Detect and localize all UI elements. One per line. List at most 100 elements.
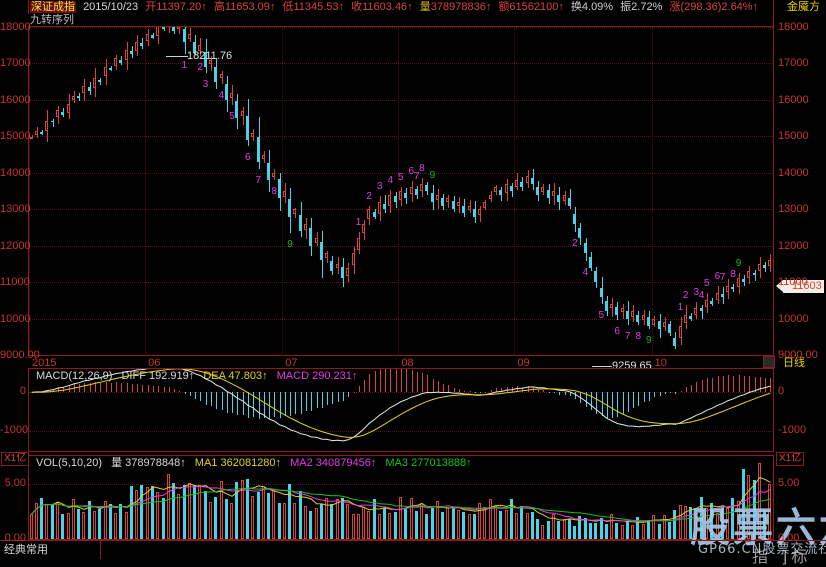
- candle-body[interactable]: [367, 209, 371, 219]
- tab-classic-common[interactable]: 经典常用: [4, 544, 48, 556]
- candle-body[interactable]: [631, 311, 635, 317]
- candle-body[interactable]: [262, 154, 266, 160]
- candle-body[interactable]: [56, 110, 60, 118]
- candle-body[interactable]: [658, 320, 662, 330]
- candle-body[interactable]: [293, 209, 297, 215]
- candle-body[interactable]: [230, 92, 234, 98]
- candle-body[interactable]: [67, 103, 71, 113]
- candle-body[interactable]: [710, 301, 714, 304]
- candle-body[interactable]: [589, 256, 593, 268]
- candle-body[interactable]: [378, 201, 382, 214]
- candle-body[interactable]: [436, 194, 440, 201]
- candle-body[interactable]: [621, 307, 625, 313]
- candle-body[interactable]: [267, 162, 271, 181]
- candle-body[interactable]: [605, 301, 609, 312]
- candle-body[interactable]: [130, 50, 134, 55]
- candle-body[interactable]: [689, 315, 693, 319]
- candle-body[interactable]: [235, 100, 239, 119]
- candle-body[interactable]: [568, 198, 572, 206]
- candle-body[interactable]: [98, 79, 102, 83]
- candle-body[interactable]: [753, 272, 757, 275]
- candle-body[interactable]: [462, 206, 466, 213]
- candle-body[interactable]: [578, 227, 582, 239]
- candle-body[interactable]: [383, 204, 387, 210]
- candle-body[interactable]: [135, 41, 139, 51]
- candle-body[interactable]: [541, 187, 545, 193]
- candle-body[interactable]: [119, 59, 123, 63]
- candle-body[interactable]: [716, 293, 720, 300]
- candle-body[interactable]: [388, 194, 392, 206]
- candle-body[interactable]: [721, 294, 725, 297]
- candle-body[interactable]: [600, 287, 604, 297]
- candle-body[interactable]: [425, 185, 429, 191]
- candle-body[interactable]: [526, 176, 530, 183]
- candle-body[interactable]: [679, 325, 683, 338]
- candle-body[interactable]: [40, 132, 44, 135]
- candle-body[interactable]: [246, 115, 250, 140]
- candle-body[interactable]: [668, 324, 672, 334]
- candle-body[interactable]: [404, 192, 408, 199]
- candle-body[interactable]: [272, 172, 276, 178]
- candle-body[interactable]: [177, 27, 181, 29]
- candle-body[interactable]: [452, 200, 456, 210]
- candle-body[interactable]: [536, 186, 540, 195]
- candle-body[interactable]: [763, 264, 767, 268]
- candle-body[interactable]: [325, 252, 329, 259]
- candle-body[interactable]: [446, 198, 450, 203]
- candle-body[interactable]: [346, 267, 350, 276]
- candle-body[interactable]: [51, 121, 55, 123]
- candle-body[interactable]: [510, 186, 514, 191]
- candle-body[interactable]: [483, 201, 487, 208]
- candle-body[interactable]: [362, 223, 366, 233]
- candle-body[interactable]: [520, 182, 524, 188]
- candle-body[interactable]: [684, 314, 688, 323]
- candle-body[interactable]: [320, 241, 324, 261]
- candle-body[interactable]: [663, 322, 667, 328]
- candle-body[interactable]: [636, 314, 640, 323]
- candle-body[interactable]: [114, 57, 118, 67]
- candle-body[interactable]: [552, 191, 556, 197]
- candle-body[interactable]: [82, 86, 86, 94]
- candle-body[interactable]: [225, 83, 229, 100]
- candle-body[interactable]: [109, 67, 113, 70]
- candle-body[interactable]: [283, 191, 287, 197]
- candle-body[interactable]: [241, 110, 245, 116]
- candle-body[interactable]: [694, 307, 698, 316]
- candle-body[interactable]: [515, 180, 519, 187]
- candle-body[interactable]: [415, 188, 419, 195]
- candle-body[interactable]: [88, 87, 92, 91]
- candle-body[interactable]: [731, 286, 735, 290]
- candle-body[interactable]: [499, 190, 503, 195]
- candle-body[interactable]: [104, 67, 108, 77]
- candle-body[interactable]: [146, 33, 150, 41]
- candle-body[interactable]: [304, 223, 308, 230]
- candle-body[interactable]: [399, 191, 403, 201]
- candle-body[interactable]: [473, 208, 477, 217]
- candle-body[interactable]: [140, 42, 144, 46]
- candle-body[interactable]: [489, 194, 493, 200]
- candle-body[interactable]: [563, 194, 567, 201]
- candle-body[interactable]: [505, 183, 509, 193]
- volume-plot-area[interactable]: [29, 456, 773, 539]
- candle-body[interactable]: [61, 111, 65, 116]
- candle-body[interactable]: [204, 51, 208, 68]
- candle-body[interactable]: [557, 195, 561, 202]
- candle-body[interactable]: [747, 271, 751, 278]
- symbol-name[interactable]: 深证成指: [30, 1, 76, 13]
- candle-body[interactable]: [610, 303, 614, 309]
- horizontal-scroll-thumb[interactable]: [763, 356, 775, 368]
- candle-body[interactable]: [188, 34, 192, 39]
- candle-body[interactable]: [257, 137, 261, 162]
- candle-body[interactable]: [531, 177, 535, 184]
- candle-body[interactable]: [457, 201, 461, 207]
- candle-body[interactable]: [341, 267, 345, 279]
- candle-body[interactable]: [652, 318, 656, 325]
- period-label[interactable]: 日线: [783, 357, 805, 369]
- candle-body[interactable]: [431, 193, 435, 202]
- candle-body[interactable]: [198, 45, 202, 51]
- candle-body[interactable]: [214, 67, 218, 82]
- candle-body[interactable]: [352, 252, 356, 266]
- candle-body[interactable]: [705, 300, 709, 308]
- candle-body[interactable]: [309, 227, 313, 246]
